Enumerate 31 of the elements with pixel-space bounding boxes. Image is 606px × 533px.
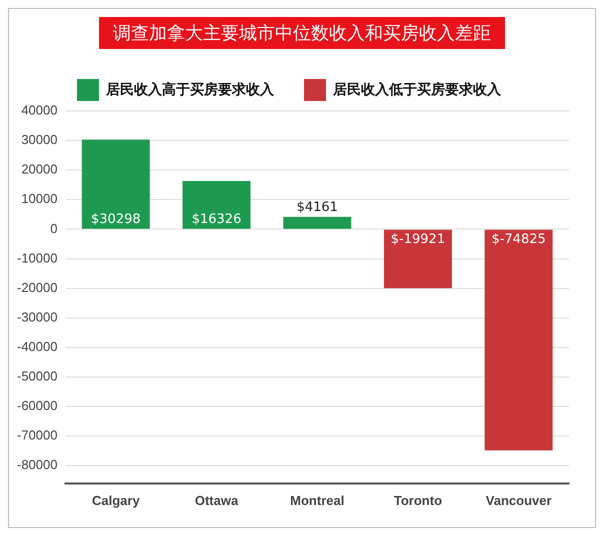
bar: [82, 140, 150, 229]
bar: [182, 180, 251, 229]
y-tick-label: -50000: [16, 368, 58, 384]
y-tick-label: -20000: [16, 280, 58, 295]
y-tick-label: -70000: [16, 428, 58, 443]
data-label: $4161: [296, 200, 338, 215]
y-tick-label: -30000: [16, 309, 58, 324]
x-tick-label: Calgary: [92, 492, 140, 508]
y-tick-label: -60000: [16, 398, 58, 414]
legend-label: 居民收入低于买房要求收入: [332, 80, 502, 97]
x-tick-label: Ottawa: [194, 492, 239, 508]
data-label: $30298: [91, 212, 141, 228]
x-tick-label: Vancouver: [486, 492, 552, 508]
y-tick-label: -10000: [16, 250, 58, 266]
y-tick-label: 30000: [21, 132, 58, 148]
bar: [283, 216, 352, 229]
y-tick-label: 10000: [21, 191, 58, 206]
x-tick-label: Toronto: [394, 492, 442, 508]
y-tick-label: 0: [50, 220, 58, 236]
y-tick-label: -40000: [16, 339, 58, 354]
data-label: $16326: [192, 212, 242, 228]
x-tick-label: Montreal: [290, 492, 344, 508]
legend-label: 居民收入高于买房要求收入: [105, 80, 275, 97]
y-tick-label: 40000: [21, 102, 58, 118]
data-label: $-74825: [491, 232, 546, 248]
y-tick-label: -80000: [16, 457, 58, 472]
chart-title: 调查加拿大主要城市中位数收入和买房收入差距: [99, 17, 505, 49]
bar: [484, 230, 553, 450]
bar: [384, 230, 452, 288]
data-label: $-19921: [390, 232, 446, 248]
y-tick-label: 20000: [21, 162, 58, 177]
